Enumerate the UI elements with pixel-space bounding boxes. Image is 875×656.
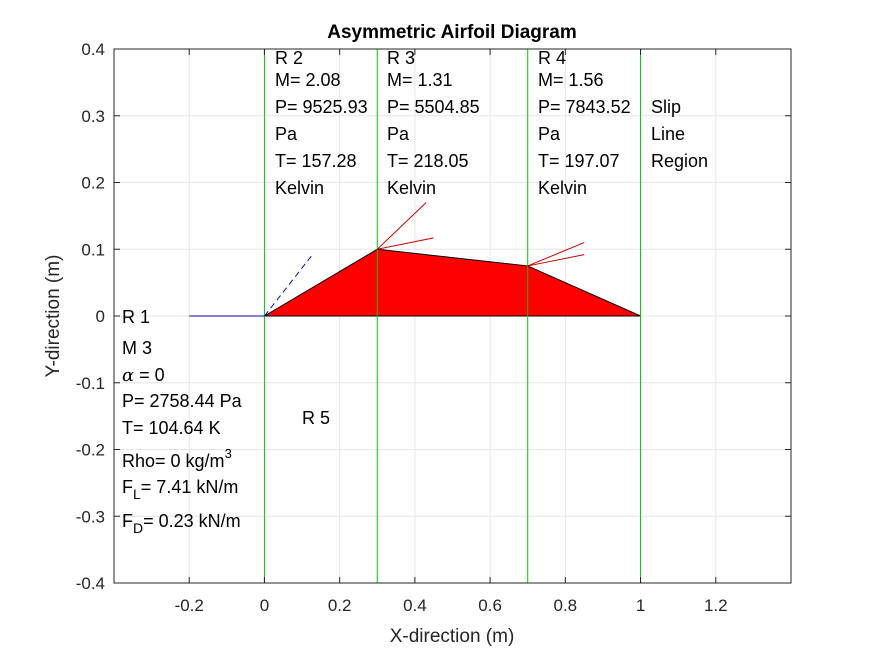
region-1-temperature: T= 104.64 K	[122, 418, 221, 438]
region-5-name: R 5	[302, 408, 330, 428]
y-tick-label: -0.4	[76, 574, 105, 593]
y-tick-label: -0.3	[76, 507, 105, 526]
region-1-density: Rho= 0 kg/m3	[122, 446, 232, 471]
region-4-temperature-unit: Kelvin	[538, 178, 587, 198]
region-1-name: R 1	[122, 307, 150, 327]
x-tick-label: 0.2	[328, 596, 352, 615]
drag-symbol: F	[122, 511, 133, 531]
density-text: Rho= 0 kg/m	[122, 451, 225, 471]
y-tick-label: 0	[96, 307, 105, 326]
region-3-annotation: R 3 M= 1.31 P= 5504.85 Pa T= 218.05 Kelv…	[387, 48, 480, 198]
x-tick-label: 0	[260, 596, 269, 615]
region-3-temperature-unit: Kelvin	[387, 178, 436, 198]
alpha-symbol: α	[122, 365, 134, 386]
drag-value: = 0.23 kN/m	[143, 511, 241, 531]
region-2-temperature-unit: Kelvin	[275, 178, 324, 198]
plot-marks	[189, 49, 642, 583]
region-4-temperature: T= 197.07	[538, 151, 620, 171]
x-tick-label: 1	[636, 596, 645, 615]
y-tick-label: 0.3	[81, 107, 105, 126]
region-2-name: R 2	[275, 48, 303, 68]
x-tick-label: -0.2	[175, 596, 204, 615]
y-tick-label: -0.1	[76, 374, 105, 393]
region-2-mach: M= 2.08	[275, 70, 341, 90]
slip-line-text-2: Line	[651, 124, 685, 144]
region-1-annotation: R 1 M 3 α = 0 P= 2758.44 Pa T= 104.64 K …	[122, 307, 243, 536]
x-tick-label: 0.6	[478, 596, 502, 615]
region-4-pressure: P= 7843.52	[538, 97, 631, 117]
y-tick-label: 0.4	[81, 40, 105, 59]
region-3-mach: M= 1.31	[387, 70, 453, 90]
region-2-annotation: R 2 M= 2.08 P= 9525.93 Pa T= 157.28 Kelv…	[275, 48, 368, 198]
region-3-pressure: P= 5504.85	[387, 97, 480, 117]
x-tick-label: 0.4	[403, 596, 427, 615]
region-4-name: R 4	[538, 48, 566, 68]
region-4-pressure-unit: Pa	[538, 124, 561, 144]
mach-wave-dashed-line	[264, 255, 312, 317]
shock-line	[527, 254, 585, 267]
region-3-pressure-unit: Pa	[387, 124, 410, 144]
region-4-mach: M= 1.56	[538, 70, 604, 90]
region-2-pressure-unit: Pa	[275, 124, 298, 144]
shock-line	[527, 242, 585, 267]
drag-force: FD= 0.23 kN/m	[122, 511, 241, 536]
shock-line	[377, 237, 434, 250]
y-axis-label: Y-direction (m)	[43, 255, 64, 378]
lift-subscript: L	[133, 486, 141, 502]
lift-symbol: F	[122, 477, 133, 497]
drag-subscript: D	[133, 520, 143, 536]
region-1-alpha: α = 0	[122, 365, 165, 386]
shock-line	[376, 202, 427, 250]
alpha-value: = 0	[134, 365, 165, 385]
x-tick-label: 1.2	[704, 596, 728, 615]
region-1-pressure: P= 2758.44 Pa	[122, 391, 243, 411]
region-1-mach: M 3	[122, 338, 152, 358]
region-4-annotation: R 4 M= 1.56 P= 7843.52 Pa T= 197.07 Kelv…	[538, 48, 631, 198]
region-3-temperature: T= 218.05	[387, 151, 469, 171]
slip-line-text-3: Region	[651, 151, 708, 171]
slip-line-annotation: Slip Line Region	[651, 97, 708, 171]
lift-value: = 7.41 kN/m	[141, 477, 239, 497]
region-3-name: R 3	[387, 48, 415, 68]
region-2-temperature: T= 157.28	[275, 151, 357, 171]
chart-title: Asymmetric Airfoil Diagram	[327, 22, 577, 43]
y-tick-label: -0.2	[76, 441, 105, 460]
x-tick-label: 0.8	[554, 596, 578, 615]
y-tick-label: 0.2	[81, 174, 105, 193]
region-2-pressure: P= 9525.93	[275, 97, 368, 117]
lift-force: FL= 7.41 kN/m	[122, 477, 238, 502]
x-axis-label: X-direction (m)	[390, 626, 515, 647]
slip-line-text-1: Slip	[651, 97, 681, 117]
axis-ticks: -0.2 0 0.2 0.4 0.6 0.8 1 1.2 0.4 0.3 0.2 0.1 0 -0.1 -0…	[76, 40, 791, 615]
y-tick-label: 0.1	[81, 240, 105, 259]
density-exponent: 3	[225, 446, 232, 461]
